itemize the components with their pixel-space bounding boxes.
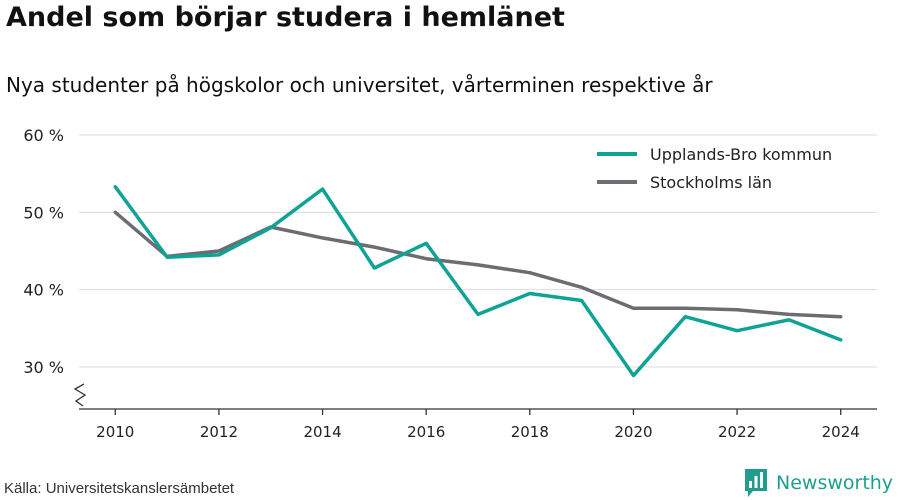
source-note: Källa: Universitetskanslersämbetet [4,480,235,497]
y-tick-label: 40 % [23,281,64,300]
x-tick-label: 2022 [718,423,756,441]
y-tick-label: 30 % [23,358,64,377]
x-tick-label: 2018 [511,423,549,441]
x-tick-label: 2014 [303,423,341,441]
brand-logo: Newsworthy [744,468,893,498]
axis-break-icon [73,383,87,407]
x-tick-label: 2020 [614,423,652,441]
chart-subtitle: Nya studenter på högskolor och universit… [6,73,713,97]
legend-label: Stockholms län [650,173,772,192]
x-tick-label: 2010 [96,423,134,441]
y-tick-label: 60 % [23,126,64,145]
series-line-2 [113,210,843,319]
x-tick-label: 2016 [407,423,445,441]
chart-title: Andel som börjar studera i hemlänet [6,2,565,33]
x-tick-label: 2012 [200,423,238,441]
series-line-1 [113,185,843,378]
x-tick-label: 2024 [822,423,860,441]
legend-label: Upplands-Bro kommun [650,145,832,164]
y-tick-label: 50 % [23,203,64,222]
brand-name: Newsworthy [776,472,894,494]
newsworthy-logo-icon [745,469,767,497]
